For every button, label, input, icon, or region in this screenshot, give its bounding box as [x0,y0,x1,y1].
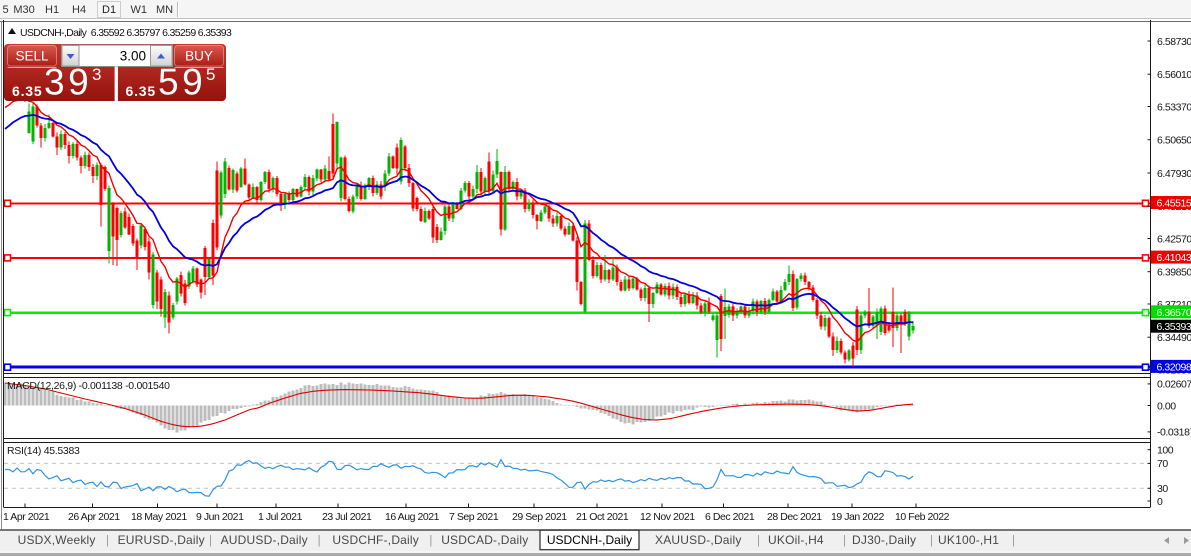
svg-text:H1: H1 [45,4,59,16]
svg-text:7 Sep 2021: 7 Sep 2021 [449,511,499,523]
svg-text:30: 30 [1157,483,1168,495]
svg-text:-0.03187: -0.03187 [1157,427,1191,439]
svg-text:|: | [930,535,933,547]
svg-text:100: 100 [1157,445,1174,457]
svg-text:EURUSD-,Daily: EURUSD-,Daily [118,533,205,547]
svg-text:0.02607: 0.02607 [1157,379,1191,391]
svg-text:10 Feb 2022: 10 Feb 2022 [895,511,950,523]
svg-text:|: | [318,535,321,547]
svg-text:BUY: BUY [185,49,213,64]
svg-text:|: | [1012,535,1015,547]
svg-text:USDCNH-,Daily: USDCNH-,Daily [547,533,632,547]
svg-text:|: | [843,535,846,547]
svg-text:D1: D1 [102,4,116,16]
svg-text:AUDUSD-,Daily: AUDUSD-,Daily [221,533,308,547]
svg-text:|: | [106,535,109,547]
svg-text:6.58730: 6.58730 [1157,36,1191,48]
svg-text:6.41043: 6.41043 [1157,252,1191,264]
svg-text:H4: H4 [72,4,86,16]
svg-text:26 Apr 2021: 26 Apr 2021 [68,511,120,523]
svg-text:3: 3 [92,65,101,84]
svg-text:6.36570: 6.36570 [1157,307,1191,319]
svg-text:UK100-,H1: UK100-,H1 [938,533,999,547]
svg-text:6.53370: 6.53370 [1157,101,1191,113]
svg-text:70: 70 [1157,458,1168,470]
svg-text:0.00: 0.00 [1157,400,1176,412]
svg-text:3.00: 3.00 [120,49,146,64]
svg-text:6.34490: 6.34490 [1157,332,1191,344]
svg-text:0: 0 [1157,496,1163,508]
svg-text:UKOil-,H4: UKOil-,H4 [768,533,824,547]
svg-text:1 Apr 2021: 1 Apr 2021 [3,511,50,523]
svg-text:21 Oct 2021: 21 Oct 2021 [576,511,629,523]
svg-text:RSI(14) 45.5383: RSI(14) 45.5383 [7,445,80,457]
svg-text:59: 59 [158,62,206,103]
svg-text:19 Jan 2022: 19 Jan 2022 [831,511,884,523]
svg-text:USDCNH-,Daily 6.35592 6.35797: USDCNH-,Daily 6.35592 6.35797 6.35259 6.… [20,27,232,39]
svg-text:5: 5 [3,4,9,16]
svg-text:6.39850: 6.39850 [1157,267,1191,279]
svg-text:6.35393: 6.35393 [1157,321,1191,333]
svg-text:DJ30-,Daily: DJ30-,Daily [852,533,916,547]
svg-text:6.50650: 6.50650 [1157,135,1191,147]
svg-text:6.35: 6.35 [126,83,156,99]
svg-text:MN: MN [156,4,173,16]
svg-text:6 Dec 2021: 6 Dec 2021 [705,511,755,523]
svg-text:|: | [209,535,212,547]
svg-text:USDCHF-,Daily: USDCHF-,Daily [332,533,419,547]
svg-text:W1: W1 [131,4,148,16]
svg-text:USDCAD-,Daily: USDCAD-,Daily [441,533,528,547]
svg-text:M30: M30 [13,4,34,16]
svg-text:6.47930: 6.47930 [1157,168,1191,180]
svg-text:6.42570: 6.42570 [1157,233,1191,245]
svg-text:6.32098: 6.32098 [1157,361,1191,373]
svg-text:5: 5 [206,65,215,84]
svg-text:6.35: 6.35 [12,83,42,99]
svg-text:6.45515: 6.45515 [1157,198,1191,210]
svg-text:|: | [429,535,432,547]
svg-text:USDX,Weekly: USDX,Weekly [18,533,96,547]
svg-text:29 Sep 2021: 29 Sep 2021 [512,511,567,523]
svg-text:18 May 2021: 18 May 2021 [131,511,187,523]
svg-text:23 Jul 2021: 23 Jul 2021 [322,511,372,523]
svg-text:SELL: SELL [15,49,49,64]
svg-text:6.56010: 6.56010 [1157,69,1191,81]
svg-text:9 Jun 2021: 9 Jun 2021 [196,511,244,523]
svg-text:1 Jul 2021: 1 Jul 2021 [258,511,303,523]
svg-text:16 Aug 2021: 16 Aug 2021 [385,511,440,523]
svg-text:39: 39 [44,62,92,103]
svg-text:28 Dec 2021: 28 Dec 2021 [767,511,822,523]
svg-text:XAUUSD-,Daily: XAUUSD-,Daily [655,533,742,547]
svg-text:|: | [757,535,760,547]
svg-text:MACD(12,26,9) -0.001138 -0.001: MACD(12,26,9) -0.001138 -0.001540 [7,380,170,392]
svg-text:12 Nov 2021: 12 Nov 2021 [640,511,695,523]
